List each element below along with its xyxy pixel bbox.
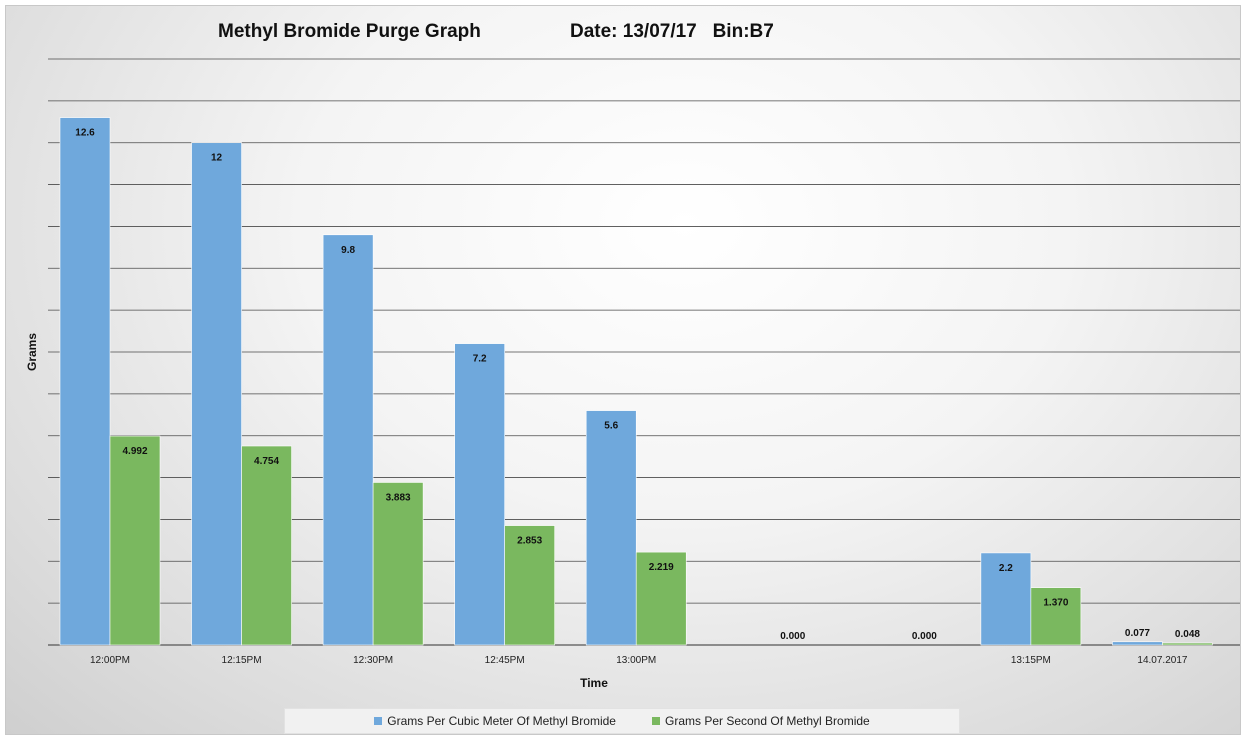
bar-series-2-2: [372, 482, 424, 646]
bars: [59, 117, 1213, 646]
bar-series-2-3: [504, 525, 555, 646]
x-tick-label-1: 12:15PM: [222, 655, 262, 666]
data-label-series-2-1: 4.754: [254, 456, 279, 467]
bar-series-1-7: [980, 552, 1032, 646]
bar-series-1-3: [454, 343, 505, 646]
x-axis-title: Time: [580, 676, 608, 690]
data-label-series-2-4: 2.219: [649, 562, 674, 573]
data-label-series-1-7: 2.2: [999, 563, 1013, 574]
x-tick-label-7: 13:15PM: [1011, 655, 1051, 666]
x-tick-label-3: 12:45PM: [485, 655, 525, 666]
x-tick-label-4: 13:00PM: [616, 655, 656, 666]
data-label-series-2-0: 4.992: [122, 446, 147, 457]
bar-series-1-0: [59, 117, 111, 646]
legend: Grams Per Cubic Meter Of Methyl Bromide …: [284, 708, 960, 734]
data-label-series-2-3: 2.853: [517, 536, 542, 547]
legend-swatch-blue: [374, 717, 383, 725]
data-label-series-2-7: 1.370: [1043, 598, 1068, 609]
bar-series-1-1: [191, 142, 242, 646]
legend-item-series-1: Grams Per Cubic Meter Of Methyl Bromide: [374, 714, 616, 728]
data-labels: 12.6 4.992 12 4.754 9.8 3.883 7.2 2.853 5.6 2.219…: [75, 128, 1200, 642]
data-label-series-2-5: 0.000: [780, 631, 805, 642]
data-label-series-1-0: 12.6: [75, 128, 95, 139]
data-label-series-1-4: 5.6: [604, 421, 618, 432]
legend-item-series-2: Grams Per Second Of Methyl Bromide: [651, 714, 870, 728]
bar-series-1-4: [585, 410, 637, 646]
legend-label-series-2: Grams Per Second Of Methyl Bromide: [664, 714, 870, 728]
chart-title: Methyl Bromide Purge Graph: [218, 21, 481, 42]
chart-subtitle: Date: 13/07/17 Bin:B7: [570, 21, 774, 42]
legend-swatch-green: [651, 717, 660, 725]
bar-series-2-4: [635, 551, 687, 646]
bar-series-1-2: [322, 234, 374, 646]
x-tick-label-8: 14.07.2017: [1137, 655, 1187, 666]
data-label-series-2-2: 3.883: [386, 492, 411, 503]
x-tick-label-2: 12:30PM: [353, 655, 393, 666]
data-label-series-1-2: 9.8: [341, 245, 355, 256]
x-tick-labels: 12:00PM 12:15PM 12:30PM 12:45PM 13:00PM 13:15…: [90, 655, 1188, 666]
x-tick-label-0: 12:00PM: [90, 655, 130, 666]
bar-series-2-1: [241, 445, 292, 646]
data-label-series-1-8: 0.077: [1125, 628, 1150, 639]
bar-series-2-7: [1030, 587, 1082, 646]
bar-series-1-8: [1112, 641, 1163, 646]
data-label-series-2-8: 0.048: [1175, 629, 1200, 640]
bar-series-2-8: [1162, 642, 1213, 646]
y-axis-title: Grams: [25, 333, 39, 371]
legend-label-series-1: Grams Per Cubic Meter Of Methyl Bromide: [387, 714, 616, 728]
data-label-series-1-1: 12: [211, 153, 223, 164]
data-label-series-1-3: 7.2: [473, 354, 487, 365]
data-label-series-2-6: 0.000: [912, 631, 937, 642]
bar-series-2-0: [109, 435, 161, 646]
